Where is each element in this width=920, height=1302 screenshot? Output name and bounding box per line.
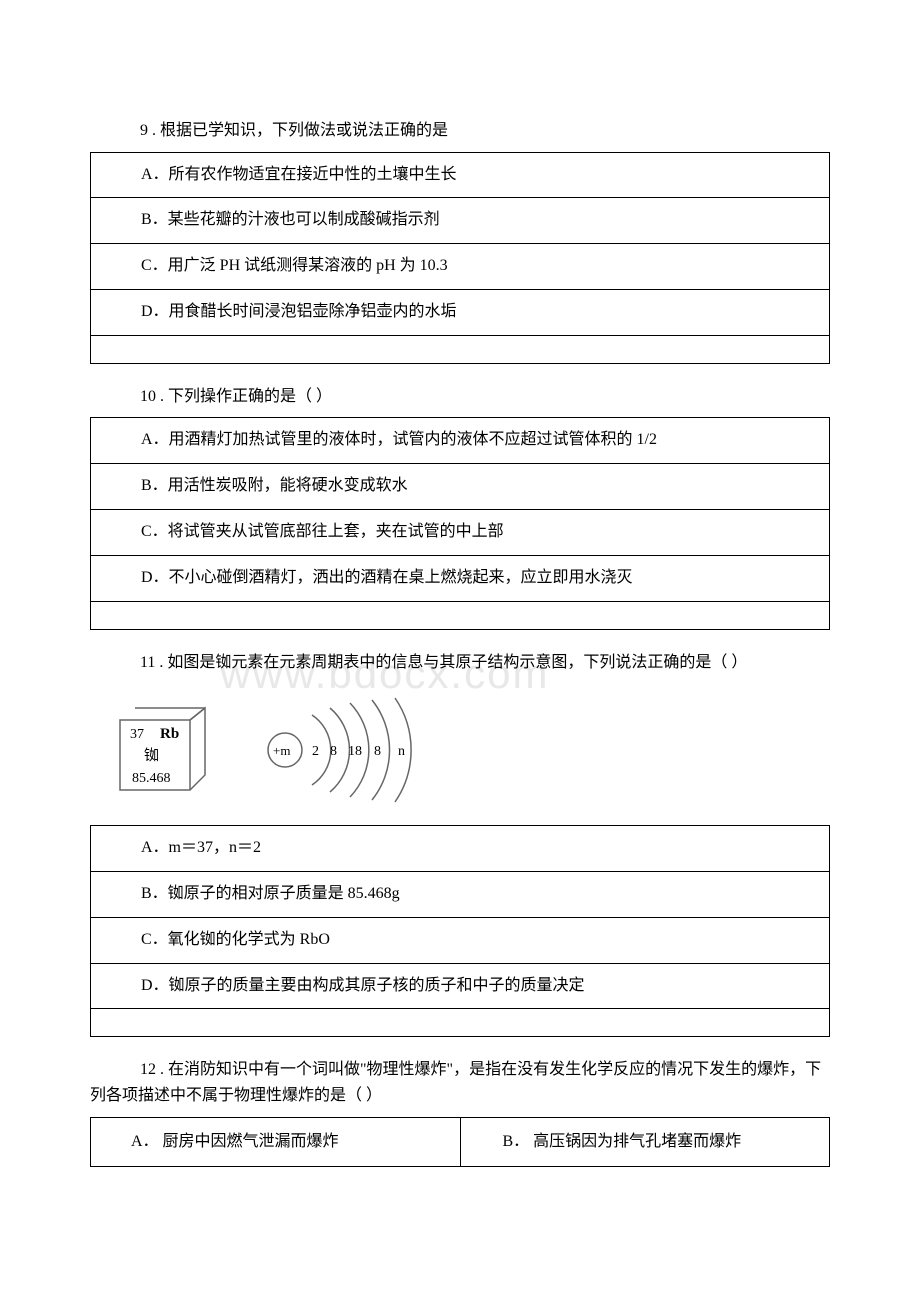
q11-option-c: C．氧化铷的化学式为 RbO bbox=[91, 917, 830, 963]
element-mass: 85.468 bbox=[132, 771, 171, 786]
q10-options-table: A．用酒精灯加热试管里的液体时，试管内的液体不应超过试管体积的 1/2 B．用活… bbox=[90, 417, 830, 629]
q12-option-a: A． 厨房中因燃气泄漏而爆炸 bbox=[91, 1117, 461, 1167]
q10-prompt: 10 . 下列操作正确的是（ ） bbox=[140, 384, 830, 410]
q12-prompt: 12 . 在消防知识中有一个词叫做"物理性爆炸"，是指在没有发生化学反应的情况下… bbox=[90, 1057, 830, 1108]
q9-empty-row bbox=[91, 335, 830, 363]
q11-prompt: 11 . 如图是铷元素在元素周期表中的信息与其原子结构示意图，下列说法正确的是（… bbox=[90, 650, 830, 676]
q10-empty-row bbox=[91, 601, 830, 629]
q10-option-c: C．将试管夹从试管底部往上套，夹在试管的中上部 bbox=[91, 509, 830, 555]
shell-5: n bbox=[398, 744, 405, 759]
q9-option-c: C．用广泛 PH 试纸测得某溶液的 pH 为 10.3 bbox=[91, 244, 830, 290]
q11-option-b: B．铷原子的相对原子质量是 85.468g bbox=[91, 871, 830, 917]
q11-empty-row bbox=[91, 1009, 830, 1037]
shell-4: 8 bbox=[374, 744, 381, 759]
q10-option-b: B．用活性炭吸附，能将硬水变成软水 bbox=[91, 464, 830, 510]
nucleus-label: +m bbox=[273, 743, 290, 758]
q10-option-a: A．用酒精灯加热试管里的液体时，试管内的液体不应超过试管体积的 1/2 bbox=[91, 418, 830, 464]
q11-options-table: A．m＝37，n＝2 B．铷原子的相对原子质量是 85.468g C．氧化铷的化… bbox=[90, 825, 830, 1037]
q12-options-table: A． 厨房中因燃气泄漏而爆炸 B． 高压锅因为排气孔堵塞而爆炸 bbox=[90, 1117, 830, 1168]
atom-structure-diagram: +m 2 8 18 8 n bbox=[260, 695, 460, 805]
q11-option-a: A．m＝37，n＝2 bbox=[91, 826, 830, 872]
shell-3: 18 bbox=[348, 744, 362, 759]
q9-prompt: 9 . 根据已学知识，下列做法或说法正确的是 bbox=[140, 118, 830, 144]
element-name: 铷 bbox=[144, 747, 159, 764]
element-periodic-box: 37 Rb 铷 85.468 bbox=[110, 700, 220, 800]
element-symbol: Rb bbox=[160, 726, 179, 742]
q9-option-b: B．某些花瓣的汁液也可以制成酸碱指示剂 bbox=[91, 198, 830, 244]
q10-option-d: D．不小心碰倒酒精灯，洒出的酒精在桌上燃烧起来，应立即用水浇灭 bbox=[91, 555, 830, 601]
q11-diagram-wrap: 37 Rb 铷 85.468 +m 2 8 18 8 n bbox=[110, 695, 830, 805]
q11-option-d: D．铷原子的质量主要由构成其原子核的质子和中子的质量决定 bbox=[91, 963, 830, 1009]
q9-options-table: A．所有农作物适宜在接近中性的土壤中生长 B．某些花瓣的汁液也可以制成酸碱指示剂… bbox=[90, 152, 830, 364]
shell-1: 2 bbox=[312, 744, 319, 759]
q9-option-d: D．用食醋长时间浸泡铝壶除净铝壶内的水垢 bbox=[91, 289, 830, 335]
q11-container: www.bdocx.com 11 . 如图是铷元素在元素周期表中的信息与其原子结… bbox=[90, 650, 830, 676]
q9-option-a: A．所有农作物适宜在接近中性的土壤中生长 bbox=[91, 152, 830, 198]
element-number: 37 bbox=[130, 727, 144, 742]
q12-option-b: B． 高压锅因为排气孔堵塞而爆炸 bbox=[460, 1117, 830, 1167]
shell-2: 8 bbox=[330, 744, 337, 759]
